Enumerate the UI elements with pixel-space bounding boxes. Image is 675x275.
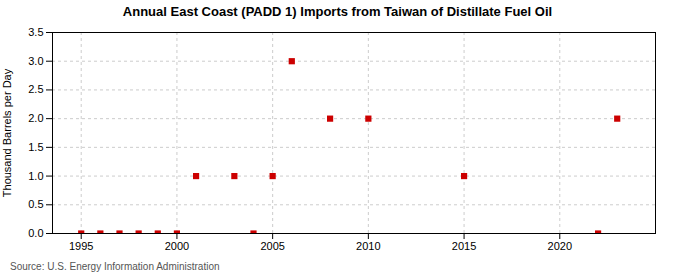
svg-text:3.0: 3.0 xyxy=(28,55,43,67)
svg-text:3.5: 3.5 xyxy=(28,26,43,38)
svg-text:2015: 2015 xyxy=(452,240,476,252)
svg-text:2010: 2010 xyxy=(356,240,380,252)
svg-text:0.5: 0.5 xyxy=(28,198,43,210)
svg-text:Thousand Barrels per Day: Thousand Barrels per Day xyxy=(1,68,13,197)
svg-text:2.5: 2.5 xyxy=(28,83,43,95)
html-text:Annual East Coast (PADD 1) Imp: Annual East Coast (PADD 1) Imports from … xyxy=(122,4,553,19)
html-text:Source: U.S. Energy Informatio: Source: U.S. Energy Information Administ… xyxy=(10,261,220,272)
svg-text:1.5: 1.5 xyxy=(28,141,43,153)
svg-text:2.0: 2.0 xyxy=(28,112,43,124)
svg-text:2005: 2005 xyxy=(260,240,284,252)
svg-text:0.0: 0.0 xyxy=(28,227,43,239)
svg-text:1.0: 1.0 xyxy=(28,170,43,182)
svg-text:1995: 1995 xyxy=(69,240,93,252)
svg-text:2000: 2000 xyxy=(165,240,189,252)
svg-text:2020: 2020 xyxy=(548,240,572,252)
